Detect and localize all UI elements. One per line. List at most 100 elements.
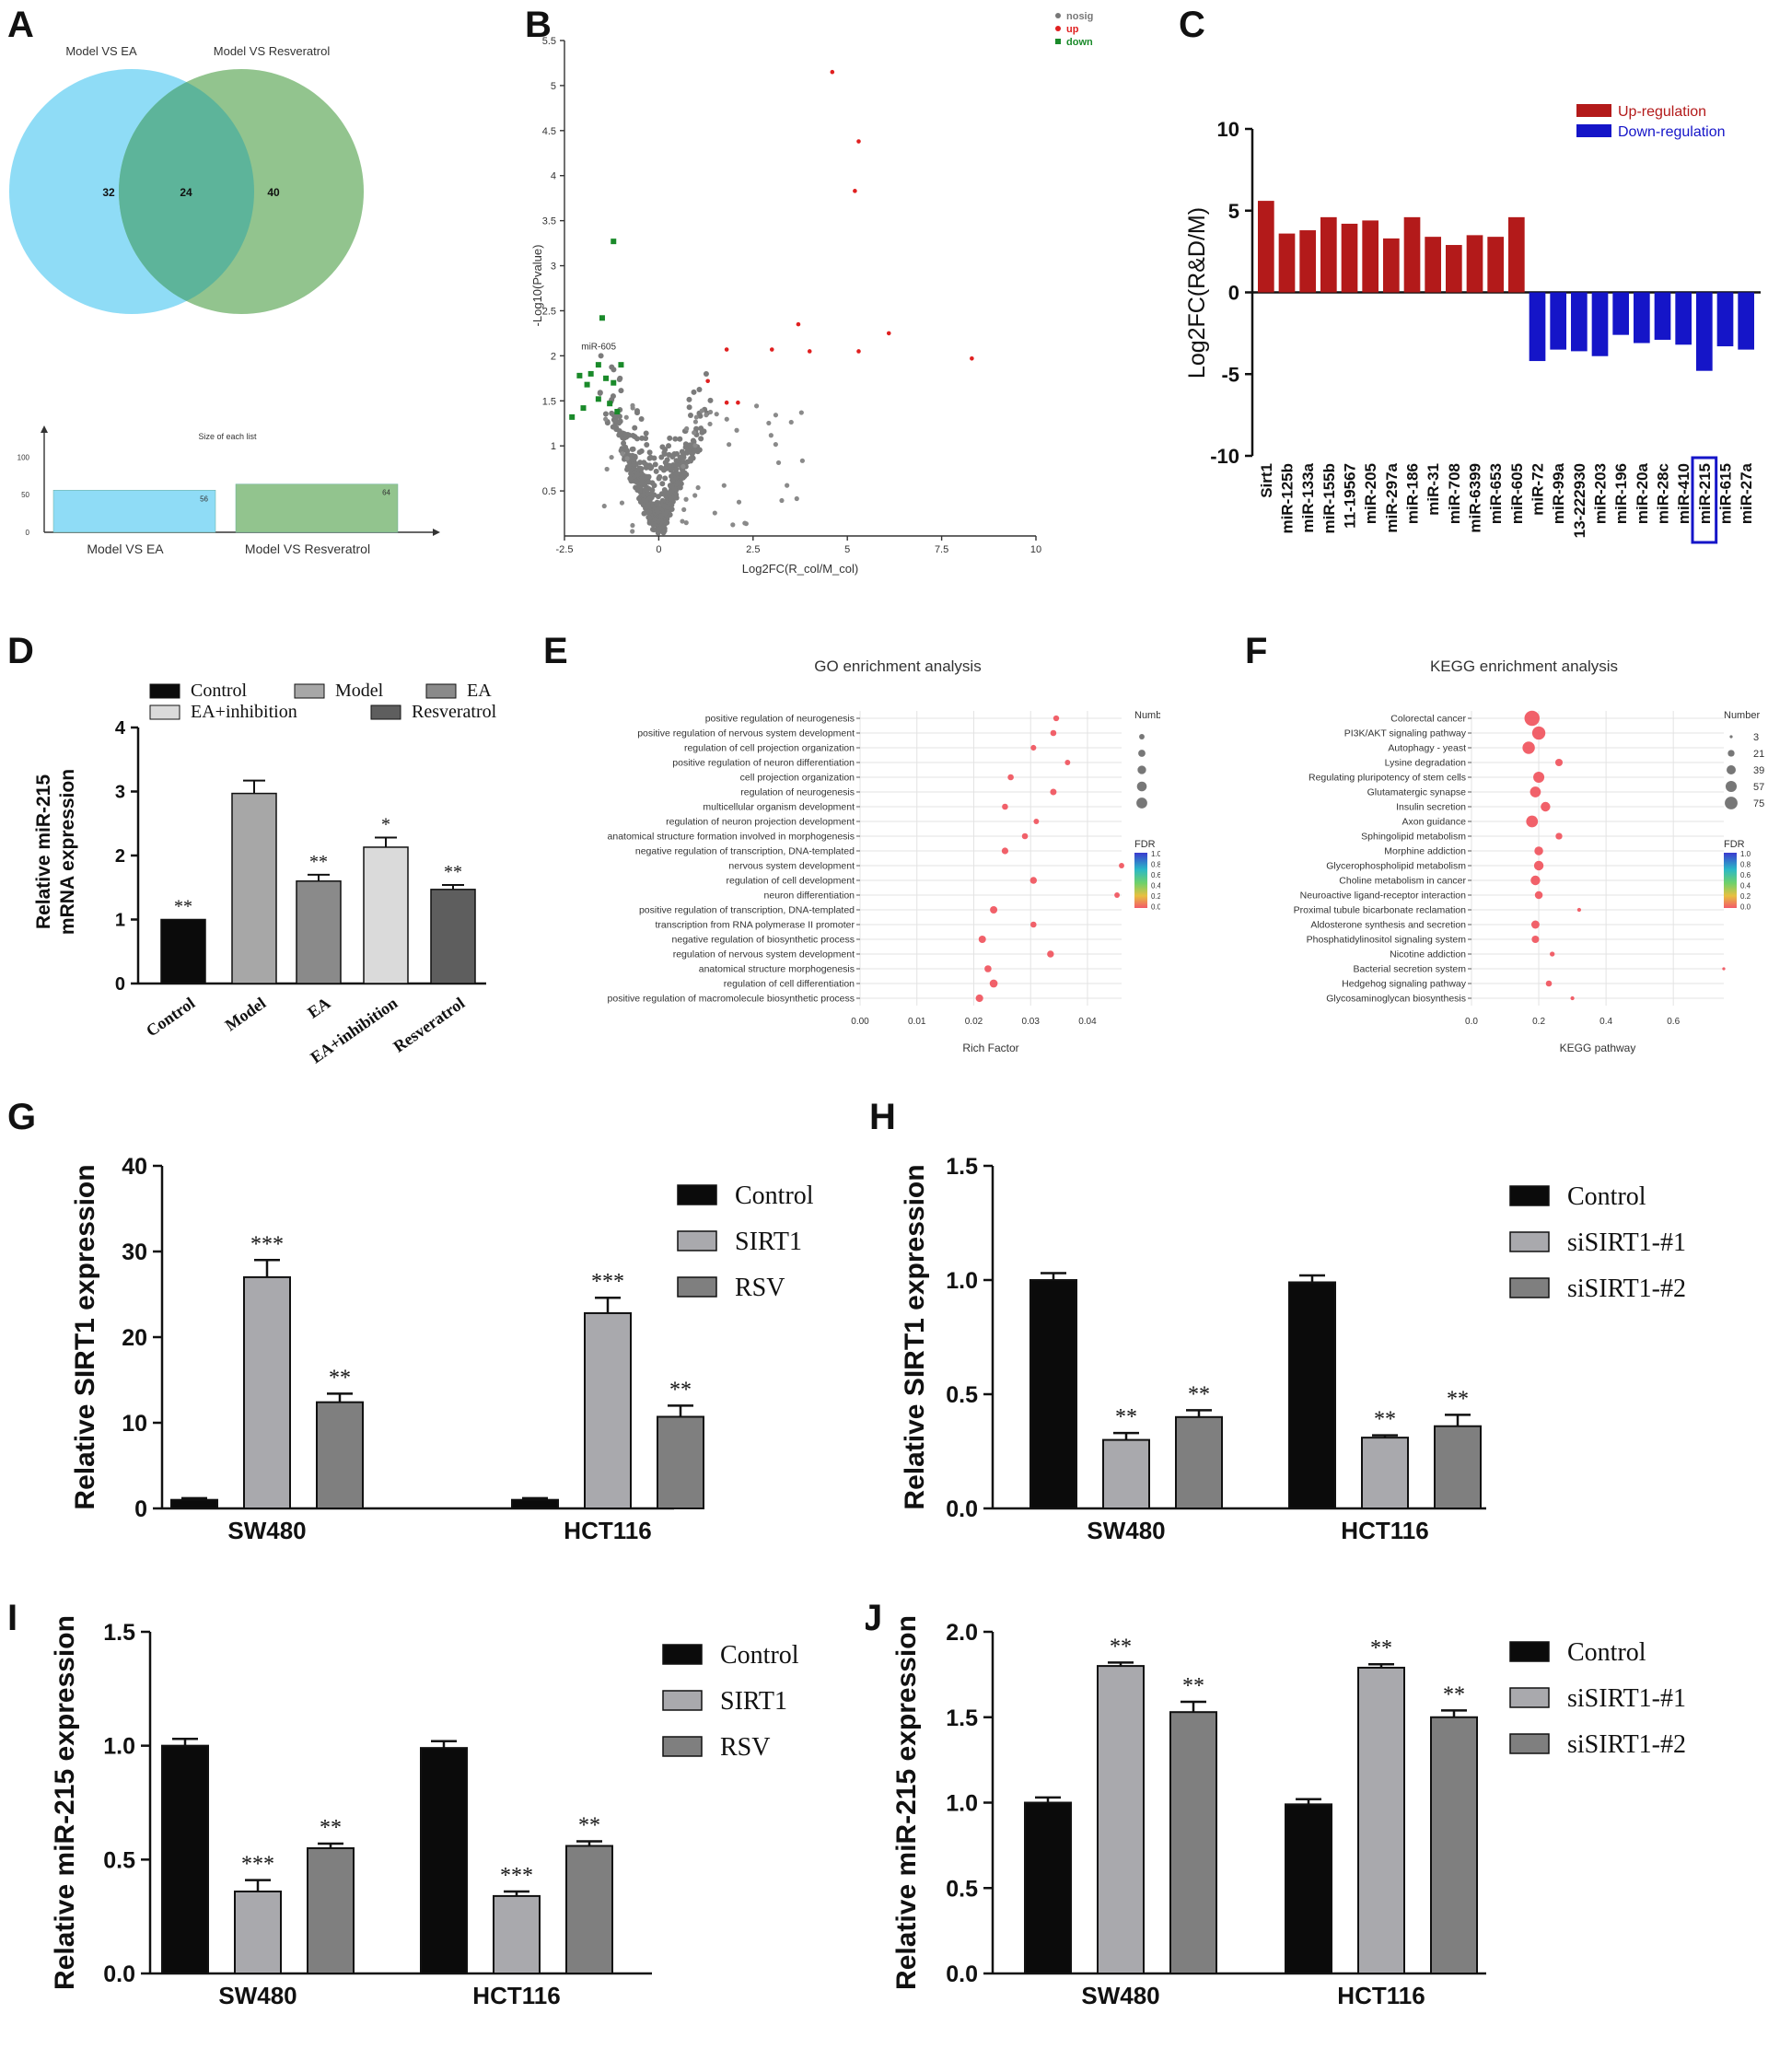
h-legend-swatch <box>1509 1185 1550 1206</box>
volcano-point-nosig <box>779 497 785 504</box>
f-bubble <box>1554 758 1564 767</box>
volcano-point-nosig <box>656 526 662 532</box>
c-bar <box>1320 216 1337 293</box>
e-term-label: transcription from RNA polymerase II pro… <box>656 920 855 931</box>
volcano-point-down <box>614 409 621 415</box>
i-bar <box>234 1890 282 1974</box>
f-term-label: Choline metabolism in cancer <box>1339 876 1466 887</box>
c-bar <box>1278 233 1296 293</box>
volcano-legend-label: down <box>1066 37 1093 48</box>
j-legend-swatch <box>1509 1687 1550 1708</box>
volcano-ytick-label: 2.5 <box>542 306 556 317</box>
volcano-point-nosig <box>703 371 709 378</box>
h-ytick-label: 0.0 <box>946 1496 978 1522</box>
volcano-point-nosig <box>661 450 668 457</box>
f-size-legend-value: 21 <box>1753 749 1764 760</box>
f-fdr-tick: 0.8 <box>1740 861 1751 869</box>
e-bubble <box>1050 729 1057 737</box>
volcano-point-down <box>595 362 601 368</box>
e-bubble <box>1064 760 1071 765</box>
h-legend-label: Control <box>1567 1182 1646 1211</box>
c-bar <box>1299 230 1317 293</box>
volcano-legend-marker <box>1055 39 1061 44</box>
d-legend-label: EA+inhibition <box>191 702 297 722</box>
e-bubble <box>1033 819 1040 824</box>
volcano-x-title: Log2FC(R_col/M_col) <box>742 562 858 576</box>
c-bar <box>1508 216 1525 293</box>
e-term-label: anatomical structure morphogenesis <box>699 964 855 975</box>
h-category-label: HCT116 <box>1341 1517 1428 1544</box>
volcano-ytick-label: 3 <box>551 262 556 273</box>
e-fdr-tick: 1.0 <box>1151 850 1160 858</box>
e-size-legend-dot <box>1139 734 1145 739</box>
volcano-point-up <box>724 400 729 405</box>
i-y-title: Relative miR-215 expression <box>50 1615 80 1990</box>
i-ytick-label: 1.5 <box>103 1620 135 1646</box>
i-sig-label: ** <box>320 1816 342 1840</box>
volcano-point-nosig <box>614 413 621 420</box>
e-bubble <box>990 906 998 914</box>
volcano-ytick-label: 4.5 <box>542 126 556 137</box>
volcano-point-nosig <box>620 451 625 457</box>
volcano-point-up <box>856 139 861 144</box>
e-bubble <box>984 965 992 972</box>
e-term-label: regulation of nervous system development <box>673 949 855 960</box>
f-size-legend-dot <box>1725 780 1738 793</box>
volcano-point-nosig <box>695 484 701 491</box>
volcano-point-nosig <box>673 466 680 472</box>
e-bubble <box>1050 788 1057 796</box>
c-bar <box>1654 292 1671 340</box>
f-bubble <box>1570 995 1575 1001</box>
f-size-legend-dot <box>1727 765 1736 774</box>
volcano-point-up <box>856 349 861 354</box>
e-term-label: regulation of neuron projection developm… <box>666 817 855 828</box>
i-bar <box>565 1845 613 1975</box>
volcano-point-nosig <box>799 458 805 463</box>
volcano-point-nosig <box>698 436 704 442</box>
c-bar <box>1550 292 1567 350</box>
volcano-point-down <box>569 413 576 420</box>
g-bar <box>170 1498 218 1510</box>
d-category-label: Resveratrol <box>390 994 468 1056</box>
i-bar <box>161 1744 209 1974</box>
e-bubble <box>1029 877 1038 884</box>
volcano-point-nosig <box>692 419 698 425</box>
i-legend-label: RSV <box>720 1733 770 1762</box>
c-category-label: miR-31 <box>1425 463 1442 516</box>
h-bar <box>1102 1438 1150 1510</box>
e-fdr-legend-title: FDR <box>1134 839 1156 850</box>
f-bubble <box>1541 801 1551 812</box>
volcano-point-nosig <box>650 521 657 528</box>
c-ytick-label: -5 <box>1221 363 1239 386</box>
c-bar <box>1529 292 1546 362</box>
f-term-label: Proximal tubule bicarbonate reclamation <box>1294 905 1467 916</box>
h-bar <box>1175 1415 1223 1509</box>
j-ytick-label: 0.0 <box>946 1961 978 1987</box>
volcano-point-nosig <box>643 435 649 441</box>
c-category-label: 13-222930 <box>1571 463 1588 538</box>
volcano-annotation: miR-605 <box>581 342 616 352</box>
volcano-point-nosig <box>788 419 794 425</box>
volcano-point-nosig <box>693 414 699 420</box>
g-bar <box>243 1275 291 1509</box>
j-sig-label: ** <box>1370 1636 1392 1660</box>
e-term-label: negative regulation of biosynthetic proc… <box>672 935 855 946</box>
g-y-title: Relative SIRT1 expression <box>70 1164 100 1509</box>
volcano-xtick-label: 0 <box>656 544 661 555</box>
d-bar <box>231 792 277 984</box>
c-category-label: miR-205 <box>1362 463 1379 524</box>
sirt1-knockdown-bar-chart: H 0.0 0.5 1.0 1.5 Relative SIRT1 expression S… <box>869 1097 1686 1544</box>
volcano-point-nosig <box>603 416 609 422</box>
volcano-point-nosig <box>598 353 604 359</box>
f-term-label: Sphingolipid metabolism <box>1361 832 1466 843</box>
f-bubble <box>1531 726 1546 740</box>
volcano-point-down <box>611 379 617 386</box>
c-category-label: miR-20a <box>1634 462 1651 524</box>
e-size-legend-dot <box>1138 750 1146 757</box>
f-xtick-label: 0.4 <box>1599 1017 1612 1027</box>
c-bar <box>1446 245 1462 293</box>
h-sig-label: ** <box>1115 1405 1137 1429</box>
volcano-point-up <box>769 347 774 352</box>
f-term-label: Nicotine addiction <box>1390 949 1466 960</box>
f-xtick-label: 0.0 <box>1465 1017 1478 1027</box>
